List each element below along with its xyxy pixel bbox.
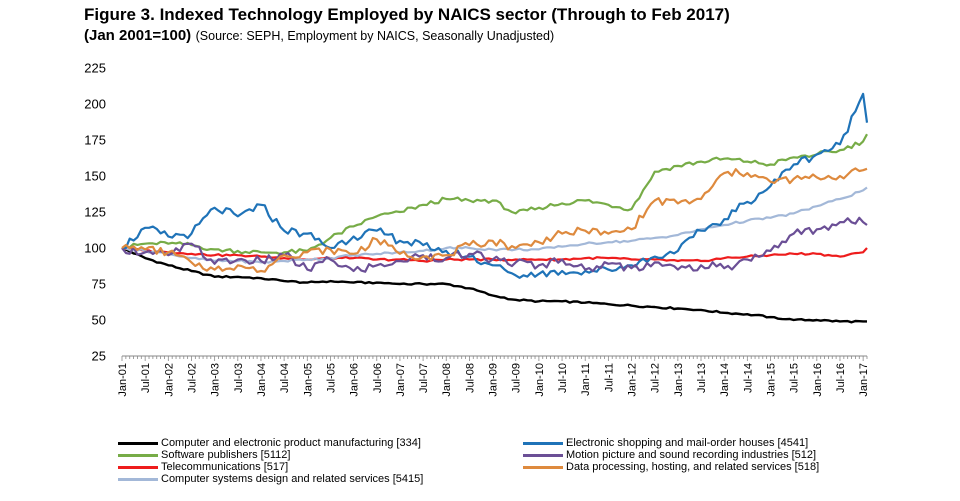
y-tick-label: 125 [84, 205, 106, 220]
chart-subtitle-source: (Source: SEPH, Employment by NAICS, Seas… [195, 29, 555, 43]
legend-swatch [523, 441, 563, 445]
x-tick-label: Jan-14 [719, 363, 731, 397]
legend-item: Computer systems design and related serv… [118, 473, 423, 486]
legend-swatch [523, 465, 563, 469]
x-tick-label: Jan-05 [302, 363, 314, 397]
x-tick-label: Jul-07 [418, 363, 430, 393]
x-tick-label: Jul-01 [140, 363, 152, 393]
x-tick-label: Jan-03 [210, 363, 222, 397]
x-tick-label: Jan-07 [395, 363, 407, 397]
legend-item: Computer and electronic product manufact… [118, 437, 421, 450]
legend-label: Computer systems design and related serv… [161, 473, 424, 485]
x-tick-label: Jul-08 [464, 363, 476, 393]
series-line [121, 216, 868, 273]
legend-label: Motion picture and sound recording indus… [566, 449, 817, 461]
legend-label: Electronic shopping and mail-order house… [566, 437, 809, 449]
legend-swatch [118, 477, 158, 481]
legend-swatch [118, 465, 158, 469]
series-line [121, 133, 868, 256]
x-tick-label: Jul-06 [372, 363, 384, 393]
x-tick-label: Jan-02 [163, 363, 175, 397]
series-line [122, 92, 869, 279]
x-tick-label: Jul-15 [789, 363, 801, 393]
x-tick-label: Jan-17 [858, 363, 870, 397]
y-tick-label: 225 [84, 61, 106, 76]
y-tick-label: 50 [92, 313, 106, 328]
x-tick-label: Jan-16 [812, 363, 824, 397]
chart-title: Figure 3. Indexed Technology Employed by… [84, 5, 730, 24]
chart-subtitle: (Jan 2001=100) (Source: SEPH, Employment… [84, 27, 554, 45]
y-tick-label: 150 [84, 169, 106, 184]
x-tick-label: Jan-12 [627, 363, 639, 397]
x-tick-label: Jul-14 [742, 363, 754, 393]
x-tick-label: Jul-11 [603, 363, 615, 392]
x-tick-label: Jan-06 [349, 363, 361, 397]
y-tick-label: 75 [92, 277, 106, 292]
y-tick-label: 175 [84, 133, 106, 148]
legend-label: Software publishers [5112] [161, 449, 291, 461]
x-tick-label: Jan-08 [441, 363, 453, 397]
legend-item: Telecommunications [517] [118, 461, 288, 474]
x-tick-label: Jan-15 [765, 363, 777, 397]
x-tick-label: Jul-02 [186, 363, 198, 393]
chart-subtitle-index: (Jan 2001=100) [84, 27, 192, 44]
x-tick-label: Jan-13 [673, 363, 685, 397]
series-line [121, 246, 867, 324]
x-tick-label: Jul-04 [279, 363, 291, 393]
x-tick-label: Jan-09 [488, 363, 500, 397]
x-tick-label: Jul-10 [557, 363, 569, 393]
legend-item: Data processing, hosting, and related se… [523, 461, 819, 474]
y-tick-label: 200 [84, 97, 106, 112]
x-tick-label: Jul-03 [233, 363, 245, 393]
legend-item: Motion picture and sound recording indus… [523, 449, 816, 462]
x-tick-label: Jul-16 [835, 363, 847, 393]
series-line [121, 167, 868, 273]
x-tick-label: Jan-11 [580, 363, 592, 396]
x-tick-label: Jul-09 [511, 363, 523, 393]
legend-item: Software publishers [5112] [118, 449, 290, 462]
y-tick-label: 100 [84, 241, 106, 256]
legend-swatch [118, 453, 158, 457]
line-chart: 25 50 75 100 125 150 175 200 225 Jan-01 Jul-01 Jan-… [84, 61, 870, 397]
x-tick-label: Jan-04 [256, 363, 268, 397]
y-tick-label: 25 [92, 349, 106, 364]
x-tick-label: Jan-10 [534, 363, 546, 397]
x-tick-label: Jan-01 [117, 363, 129, 397]
legend-item: Electronic shopping and mail-order house… [523, 437, 808, 450]
series-line [121, 246, 868, 263]
legend-swatch [118, 441, 158, 445]
x-tick-label: Jul-12 [650, 363, 662, 393]
x-tick-label: Jul-05 [325, 363, 337, 393]
legend-label: Telecommunications [517] [161, 461, 289, 473]
legend-label: Computer and electronic product manufact… [161, 437, 421, 449]
x-tick-label: Jul-13 [696, 363, 708, 393]
legend-label: Data processing, hosting, and related se… [566, 461, 820, 473]
legend-swatch [523, 453, 563, 457]
